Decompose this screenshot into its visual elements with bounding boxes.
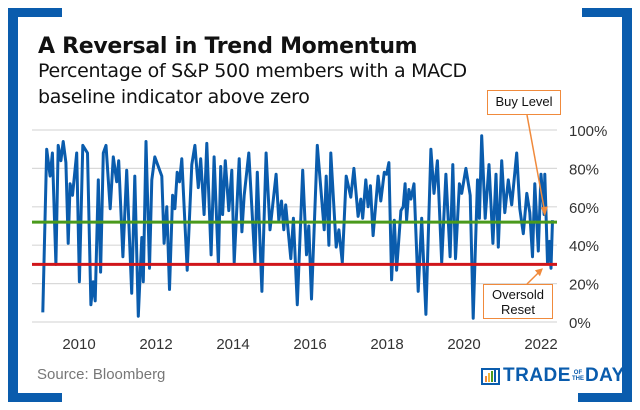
trade-of-the-day-logo: TRADE OF THE DAY — [481, 365, 625, 386]
chart-subtitle-line-2: baseline indicator above zero — [38, 86, 310, 108]
annotation-oversold-reset: Oversold Reset — [483, 284, 553, 319]
frame-right-bar — [622, 8, 632, 402]
y-tick-label: 80% — [569, 161, 599, 178]
chart-title: A Reversal in Trend Momentum — [38, 34, 418, 59]
annotation-oversold-line1: Oversold — [491, 287, 545, 302]
x-tick-label: 2014 — [216, 336, 249, 353]
frame-left-bottom-tick — [8, 393, 62, 402]
logo-text-of: OF — [573, 370, 583, 376]
y-tick-label: 60% — [569, 200, 599, 217]
frame-right-top-tick — [582, 8, 632, 17]
y-tick-label: 20% — [569, 277, 599, 294]
y-tick-label: 40% — [569, 238, 599, 255]
source-note: Source: Bloomberg — [37, 366, 166, 383]
logo-bars-icon — [481, 368, 500, 385]
buy-level-arrowhead-icon — [540, 206, 548, 217]
x-tick-label: 2016 — [293, 336, 326, 353]
chart-subtitle-line-1: Percentage of S&P 500 members with a MAC… — [38, 60, 467, 82]
x-tick-label: 2010 — [62, 336, 95, 353]
logo-text-day: DAY — [584, 365, 625, 386]
annotation-buy-level: Buy Level — [487, 90, 561, 115]
frame-left-top-tick — [8, 8, 62, 17]
x-tick-label: 2022 — [524, 336, 557, 353]
y-tick-label: 0% — [569, 315, 591, 332]
annotation-buy-level-text: Buy Level — [495, 94, 553, 109]
logo-text-the: THE — [571, 376, 584, 382]
x-tick-label: 2020 — [447, 336, 480, 353]
annotation-oversold-line2: Reset — [501, 302, 535, 317]
x-tick-label: 2018 — [370, 336, 403, 353]
logo-text-of-the: OF THE — [572, 370, 584, 382]
buy-level-arrow — [526, 114, 546, 213]
frame-right-bottom-tick — [578, 393, 632, 402]
series-line — [41, 134, 554, 320]
x-tick-label: 2012 — [139, 336, 172, 353]
y-tick-label: 100% — [569, 123, 607, 140]
frame-left-bar — [8, 8, 18, 402]
oversold-arrowhead-icon — [534, 268, 543, 277]
logo-text-trade: TRADE — [503, 365, 571, 386]
